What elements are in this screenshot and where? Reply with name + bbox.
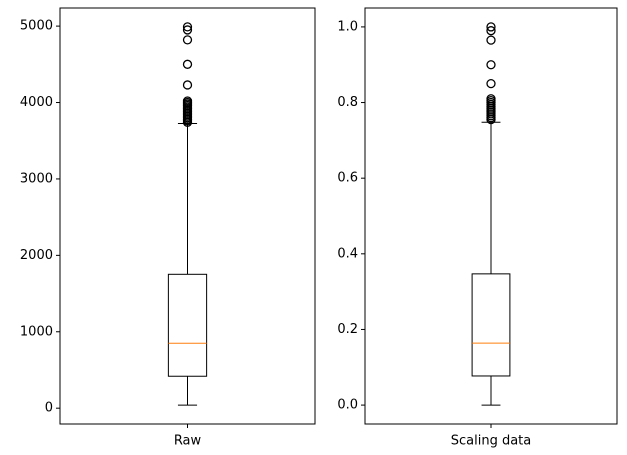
- flier: [486, 60, 496, 70]
- flier: [182, 25, 193, 35]
- flier: [182, 96, 193, 106]
- flier: [182, 22, 193, 32]
- y-tick-label: 0.8: [337, 95, 358, 110]
- y-tick-label: 0.2: [337, 322, 358, 337]
- y-tick-label: 1.0: [337, 19, 358, 34]
- y-tick-label: 1000: [20, 324, 53, 339]
- flier: [486, 22, 496, 32]
- flier: [486, 94, 496, 104]
- y-tick-label: 0: [45, 401, 53, 416]
- y-tick-label: 5000: [20, 19, 53, 34]
- y-tick-label: 2000: [20, 248, 53, 263]
- x-tick-label: Scaling data: [451, 434, 532, 449]
- y-tick-label: 0.0: [337, 398, 358, 413]
- flier: [486, 35, 496, 45]
- y-tick-label: 0.6: [337, 171, 358, 186]
- box: [167, 273, 208, 377]
- y-tick-label: 4000: [20, 95, 53, 110]
- y-tick-label: 0.4: [337, 246, 358, 261]
- flier: [182, 80, 193, 90]
- flier: [182, 59, 193, 69]
- flier: [486, 26, 496, 36]
- axes-frame: [364, 7, 618, 425]
- flier: [182, 35, 193, 45]
- axes-frame: [59, 7, 316, 425]
- flier: [486, 78, 496, 89]
- box: [471, 273, 511, 377]
- y-tick-label: 3000: [20, 171, 53, 186]
- x-tick-label: Raw: [174, 434, 202, 449]
